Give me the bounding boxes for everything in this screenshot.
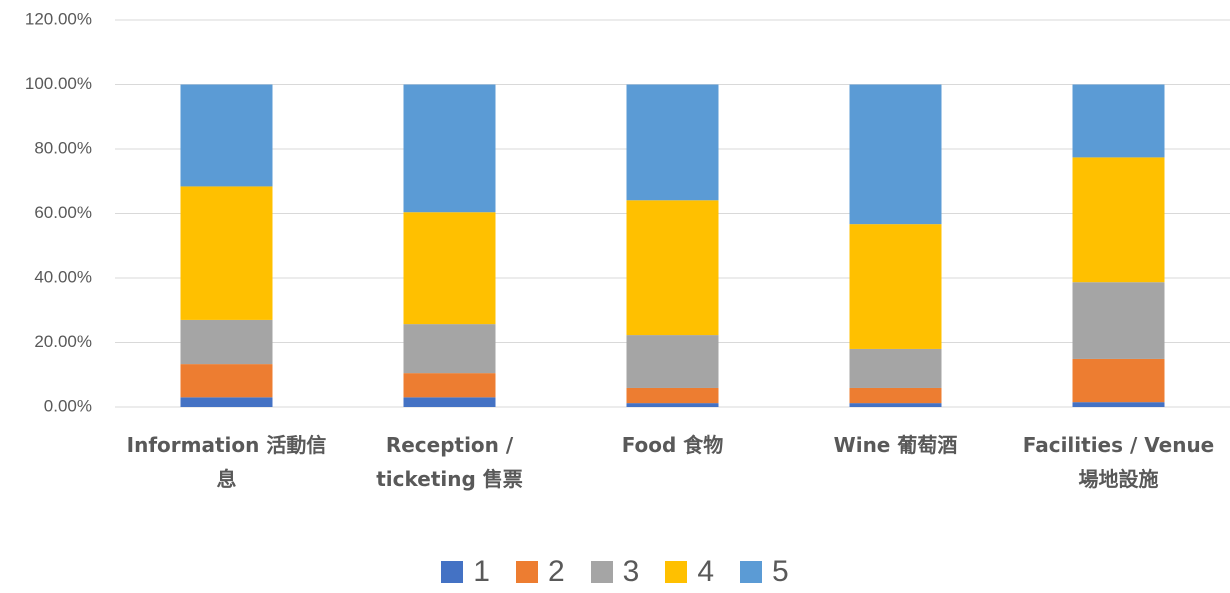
legend-item: 3 — [590, 555, 640, 589]
legend-swatch — [665, 561, 688, 583]
bar-segment — [626, 200, 719, 336]
bar-segment — [1072, 84, 1165, 158]
bar-segment — [180, 397, 273, 407]
bar-segment — [403, 324, 496, 374]
y-tick-label: 100.00% — [25, 74, 92, 93]
legend-swatch — [441, 561, 464, 583]
bar-segment — [626, 403, 719, 407]
x-tick-label: Information 活動信息 — [126, 433, 327, 491]
y-tick-label: 0.00% — [44, 396, 92, 415]
legend-item: 5 — [740, 555, 789, 589]
bar-segment — [180, 364, 273, 398]
bar-segment — [1072, 157, 1165, 283]
bar-segment — [403, 397, 496, 407]
bar-segment — [849, 224, 942, 349]
bar-segment — [403, 373, 496, 398]
bar-segment — [849, 348, 942, 388]
legend-label: 5 — [772, 555, 789, 588]
legend-label: 1 — [473, 555, 490, 588]
y-tick-label: 40.00% — [34, 267, 92, 286]
bar-segment — [626, 335, 719, 388]
bar-segment — [1072, 282, 1165, 359]
bar-segment — [403, 84, 496, 213]
legend-item: 1 — [441, 555, 490, 589]
x-tick-label: Reception / ticketing 售票 — [376, 433, 523, 491]
y-tick-label: 80.00% — [34, 138, 92, 157]
x-tick-label: Wine 葡萄酒 — [833, 433, 958, 457]
bar-segment — [626, 84, 719, 201]
bar-segment — [849, 387, 942, 404]
x-tick-label: Food 食物 — [621, 433, 724, 457]
bar-segment — [626, 387, 719, 404]
legend-label: 4 — [697, 555, 715, 588]
legend-label: 3 — [622, 555, 640, 588]
y-tick-label: 120.00% — [25, 9, 92, 28]
legend-swatch — [740, 561, 763, 583]
bar-segment — [180, 319, 273, 365]
legend: 1 2 3 4 5 — [0, 555, 1230, 589]
bar-segment — [1072, 358, 1165, 403]
legend-item: 4 — [665, 555, 714, 589]
legend-swatch — [590, 561, 613, 583]
bar-segment — [403, 212, 496, 325]
x-tick-label: Facilities / Venue 場地設施 — [1022, 433, 1215, 491]
bar-segment — [180, 186, 273, 320]
legend-swatch — [515, 561, 538, 583]
bar-segment — [849, 84, 942, 225]
y-tick-label: 20.00% — [34, 332, 92, 351]
bar-segment — [1072, 402, 1165, 407]
y-tick-label: 60.00% — [34, 203, 92, 222]
legend-item: 2 — [515, 555, 565, 589]
bar-segment — [180, 84, 273, 187]
bar-segment — [849, 403, 942, 407]
legend-label: 2 — [547, 555, 565, 588]
